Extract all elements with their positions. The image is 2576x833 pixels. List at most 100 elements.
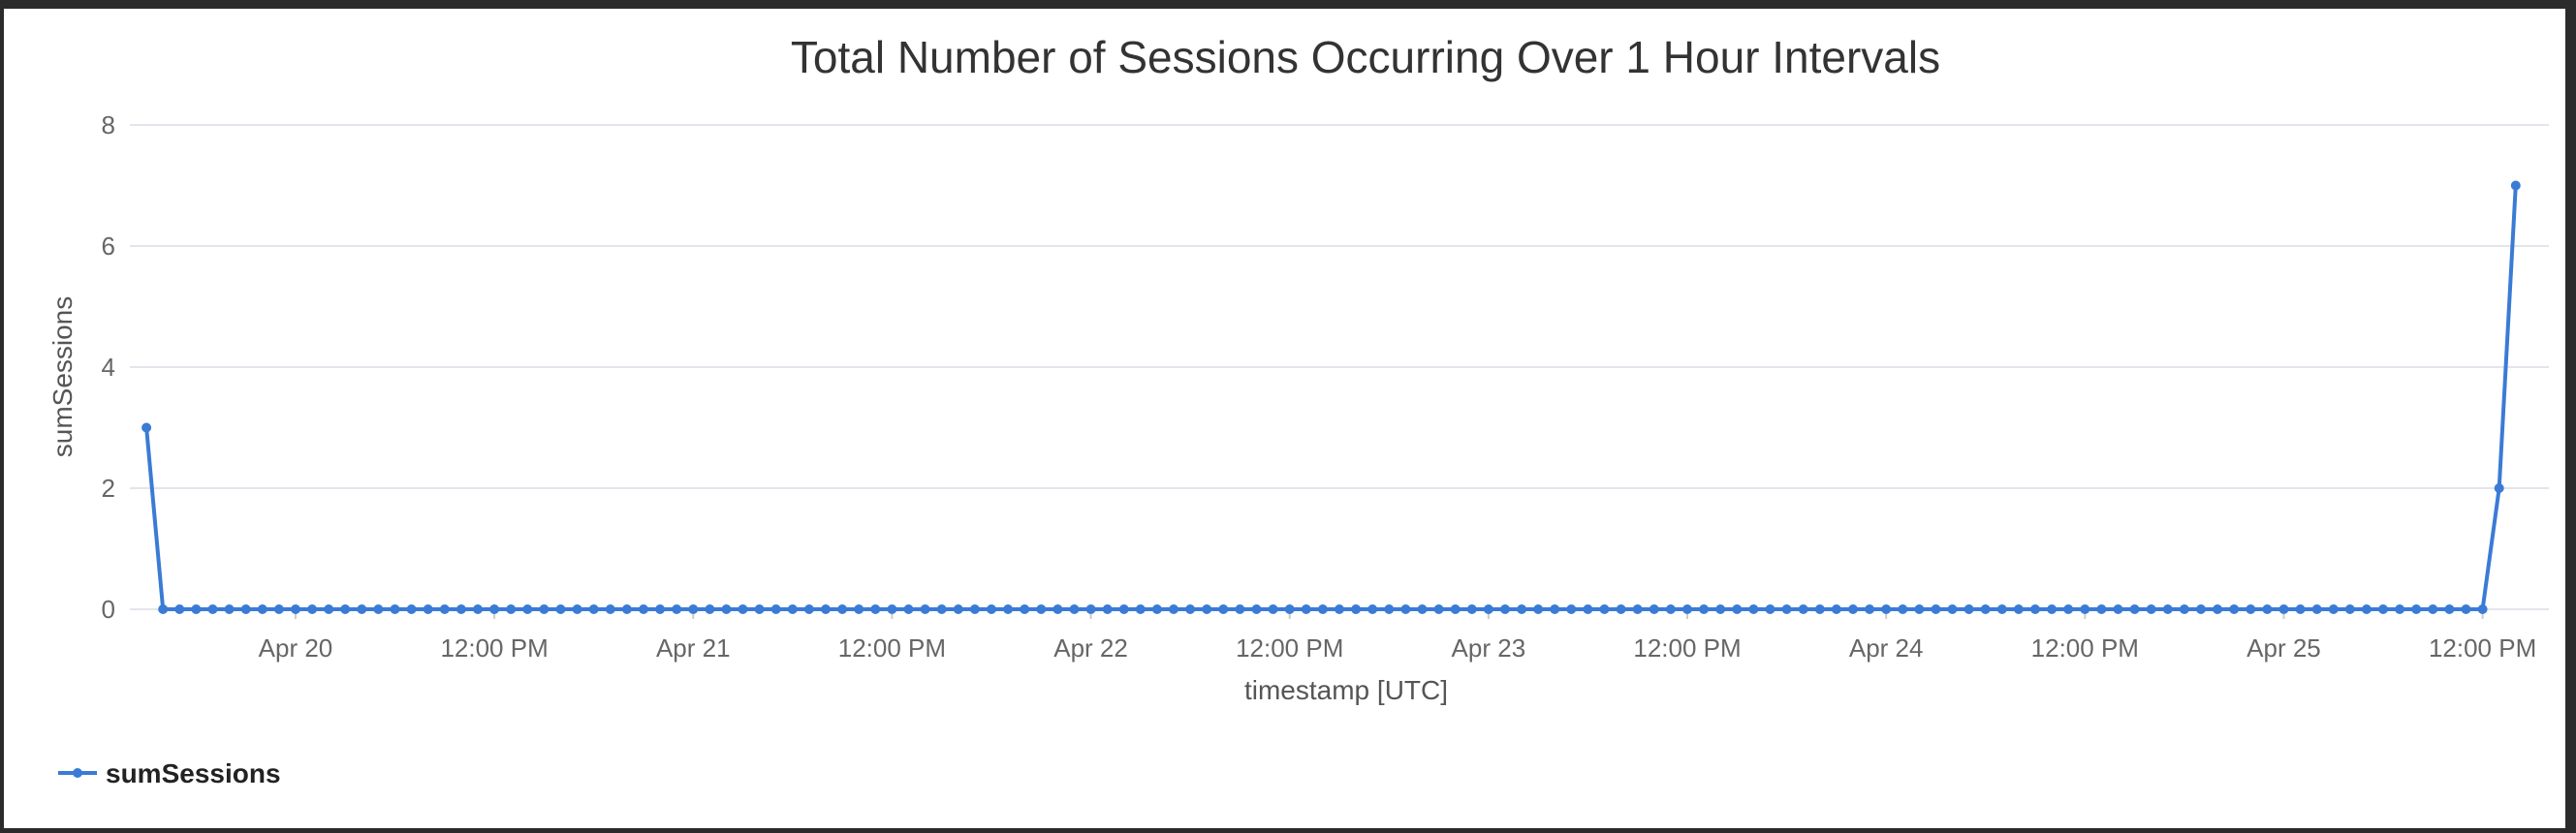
data-point[interactable]: [770, 604, 781, 614]
data-point[interactable]: [1433, 604, 1444, 614]
data-point[interactable]: [1500, 604, 1510, 614]
data-point[interactable]: [738, 604, 748, 614]
data-point[interactable]: [2213, 604, 2223, 614]
data-point[interactable]: [2146, 604, 2156, 614]
data-point[interactable]: [2295, 604, 2306, 614]
data-point[interactable]: [1881, 604, 1892, 614]
data-point[interactable]: [2262, 604, 2273, 614]
data-point[interactable]: [1483, 604, 1493, 614]
data-point[interactable]: [423, 604, 433, 614]
data-point[interactable]: [2162, 604, 2173, 614]
data-point[interactable]: [688, 604, 699, 614]
data-point[interactable]: [307, 604, 318, 614]
data-point[interactable]: [2196, 604, 2206, 614]
data-point[interactable]: [1814, 604, 1825, 614]
data-point[interactable]: [2113, 604, 2123, 614]
data-point[interactable]: [489, 604, 500, 614]
data-point[interactable]: [1781, 604, 1792, 614]
data-point[interactable]: [2013, 604, 2024, 614]
data-point[interactable]: [1980, 604, 1991, 614]
data-point[interactable]: [1466, 604, 1477, 614]
data-point[interactable]: [406, 604, 417, 614]
data-point[interactable]: [1003, 604, 1014, 614]
data-point[interactable]: [1616, 604, 1626, 614]
data-point[interactable]: [2278, 604, 2289, 614]
data-point[interactable]: [1335, 604, 1344, 614]
data-point[interactable]: [473, 604, 483, 614]
data-point[interactable]: [1135, 604, 1146, 614]
data-point[interactable]: [2444, 604, 2455, 614]
data-point[interactable]: [141, 422, 152, 433]
data-point[interactable]: [1151, 604, 1162, 614]
data-point[interactable]: [291, 604, 300, 614]
data-point[interactable]: [506, 604, 517, 614]
data-point[interactable]: [754, 604, 765, 614]
data-point[interactable]: [639, 604, 648, 614]
data-point[interactable]: [1085, 604, 1096, 614]
data-point[interactable]: [1665, 604, 1676, 614]
data-point[interactable]: [390, 604, 400, 614]
data-point[interactable]: [1931, 604, 1941, 614]
data-point[interactable]: [2411, 604, 2422, 614]
data-point[interactable]: [1400, 604, 1411, 614]
data-point[interactable]: [655, 604, 666, 614]
data-point[interactable]: [1202, 604, 1212, 614]
data-point[interactable]: [1069, 604, 1080, 614]
data-point[interactable]: [1831, 604, 1841, 614]
data-point[interactable]: [373, 604, 384, 614]
data-point[interactable]: [887, 604, 897, 614]
data-point[interactable]: [2428, 604, 2438, 614]
data-point[interactable]: [2047, 604, 2058, 614]
data-point[interactable]: [1268, 604, 1278, 614]
data-point[interactable]: [936, 604, 947, 614]
data-point[interactable]: [2311, 604, 2322, 614]
data-point[interactable]: [555, 604, 566, 614]
data-point[interactable]: [191, 604, 202, 614]
data-point[interactable]: [224, 604, 235, 614]
data-point[interactable]: [1947, 604, 1958, 614]
data-point[interactable]: [1632, 604, 1643, 614]
data-point[interactable]: [1301, 604, 1311, 614]
data-point[interactable]: [2510, 180, 2521, 191]
data-point[interactable]: [1914, 604, 1925, 614]
data-point[interactable]: [705, 604, 715, 614]
data-point[interactable]: [2030, 604, 2040, 614]
data-point[interactable]: [340, 604, 351, 614]
data-point[interactable]: [1185, 604, 1196, 614]
data-point[interactable]: [1052, 604, 1063, 614]
data-point[interactable]: [1550, 604, 1560, 614]
data-point[interactable]: [2063, 604, 2074, 614]
data-point[interactable]: [2361, 604, 2372, 614]
data-point[interactable]: [953, 604, 963, 614]
data-point[interactable]: [1351, 604, 1362, 614]
data-point[interactable]: [1450, 604, 1461, 614]
data-point[interactable]: [240, 604, 251, 614]
data-point[interactable]: [1848, 604, 1858, 614]
data-point[interactable]: [1235, 604, 1245, 614]
data-point[interactable]: [1317, 604, 1328, 614]
data-point[interactable]: [903, 604, 914, 614]
data-point[interactable]: [1682, 604, 1692, 614]
data-point[interactable]: [1732, 604, 1743, 614]
data-point[interactable]: [2344, 604, 2355, 614]
data-point[interactable]: [787, 604, 798, 614]
data-point[interactable]: [1963, 604, 1974, 614]
data-point[interactable]: [1748, 604, 1759, 614]
data-point[interactable]: [439, 604, 450, 614]
data-point[interactable]: [207, 604, 218, 614]
data-point[interactable]: [2129, 604, 2140, 614]
data-point[interactable]: [2080, 604, 2090, 614]
data-point[interactable]: [2378, 604, 2388, 614]
data-point[interactable]: [1218, 604, 1229, 614]
data-point[interactable]: [1649, 604, 1659, 614]
data-point[interactable]: [522, 604, 533, 614]
data-point[interactable]: [854, 604, 864, 614]
data-point[interactable]: [1898, 604, 1908, 614]
data-point[interactable]: [324, 604, 334, 614]
data-point[interactable]: [837, 604, 848, 614]
data-point[interactable]: [357, 604, 367, 614]
data-point[interactable]: [1715, 604, 1726, 614]
data-point[interactable]: [803, 604, 814, 614]
data-point[interactable]: [1865, 604, 1875, 614]
data-point[interactable]: [1583, 604, 1593, 614]
